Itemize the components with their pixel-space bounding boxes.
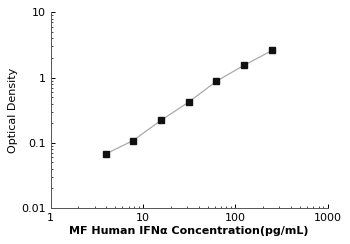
Y-axis label: Optical Density: Optical Density	[8, 68, 18, 153]
X-axis label: MF Human IFNα Concentration(pg/mL): MF Human IFNα Concentration(pg/mL)	[69, 226, 309, 236]
